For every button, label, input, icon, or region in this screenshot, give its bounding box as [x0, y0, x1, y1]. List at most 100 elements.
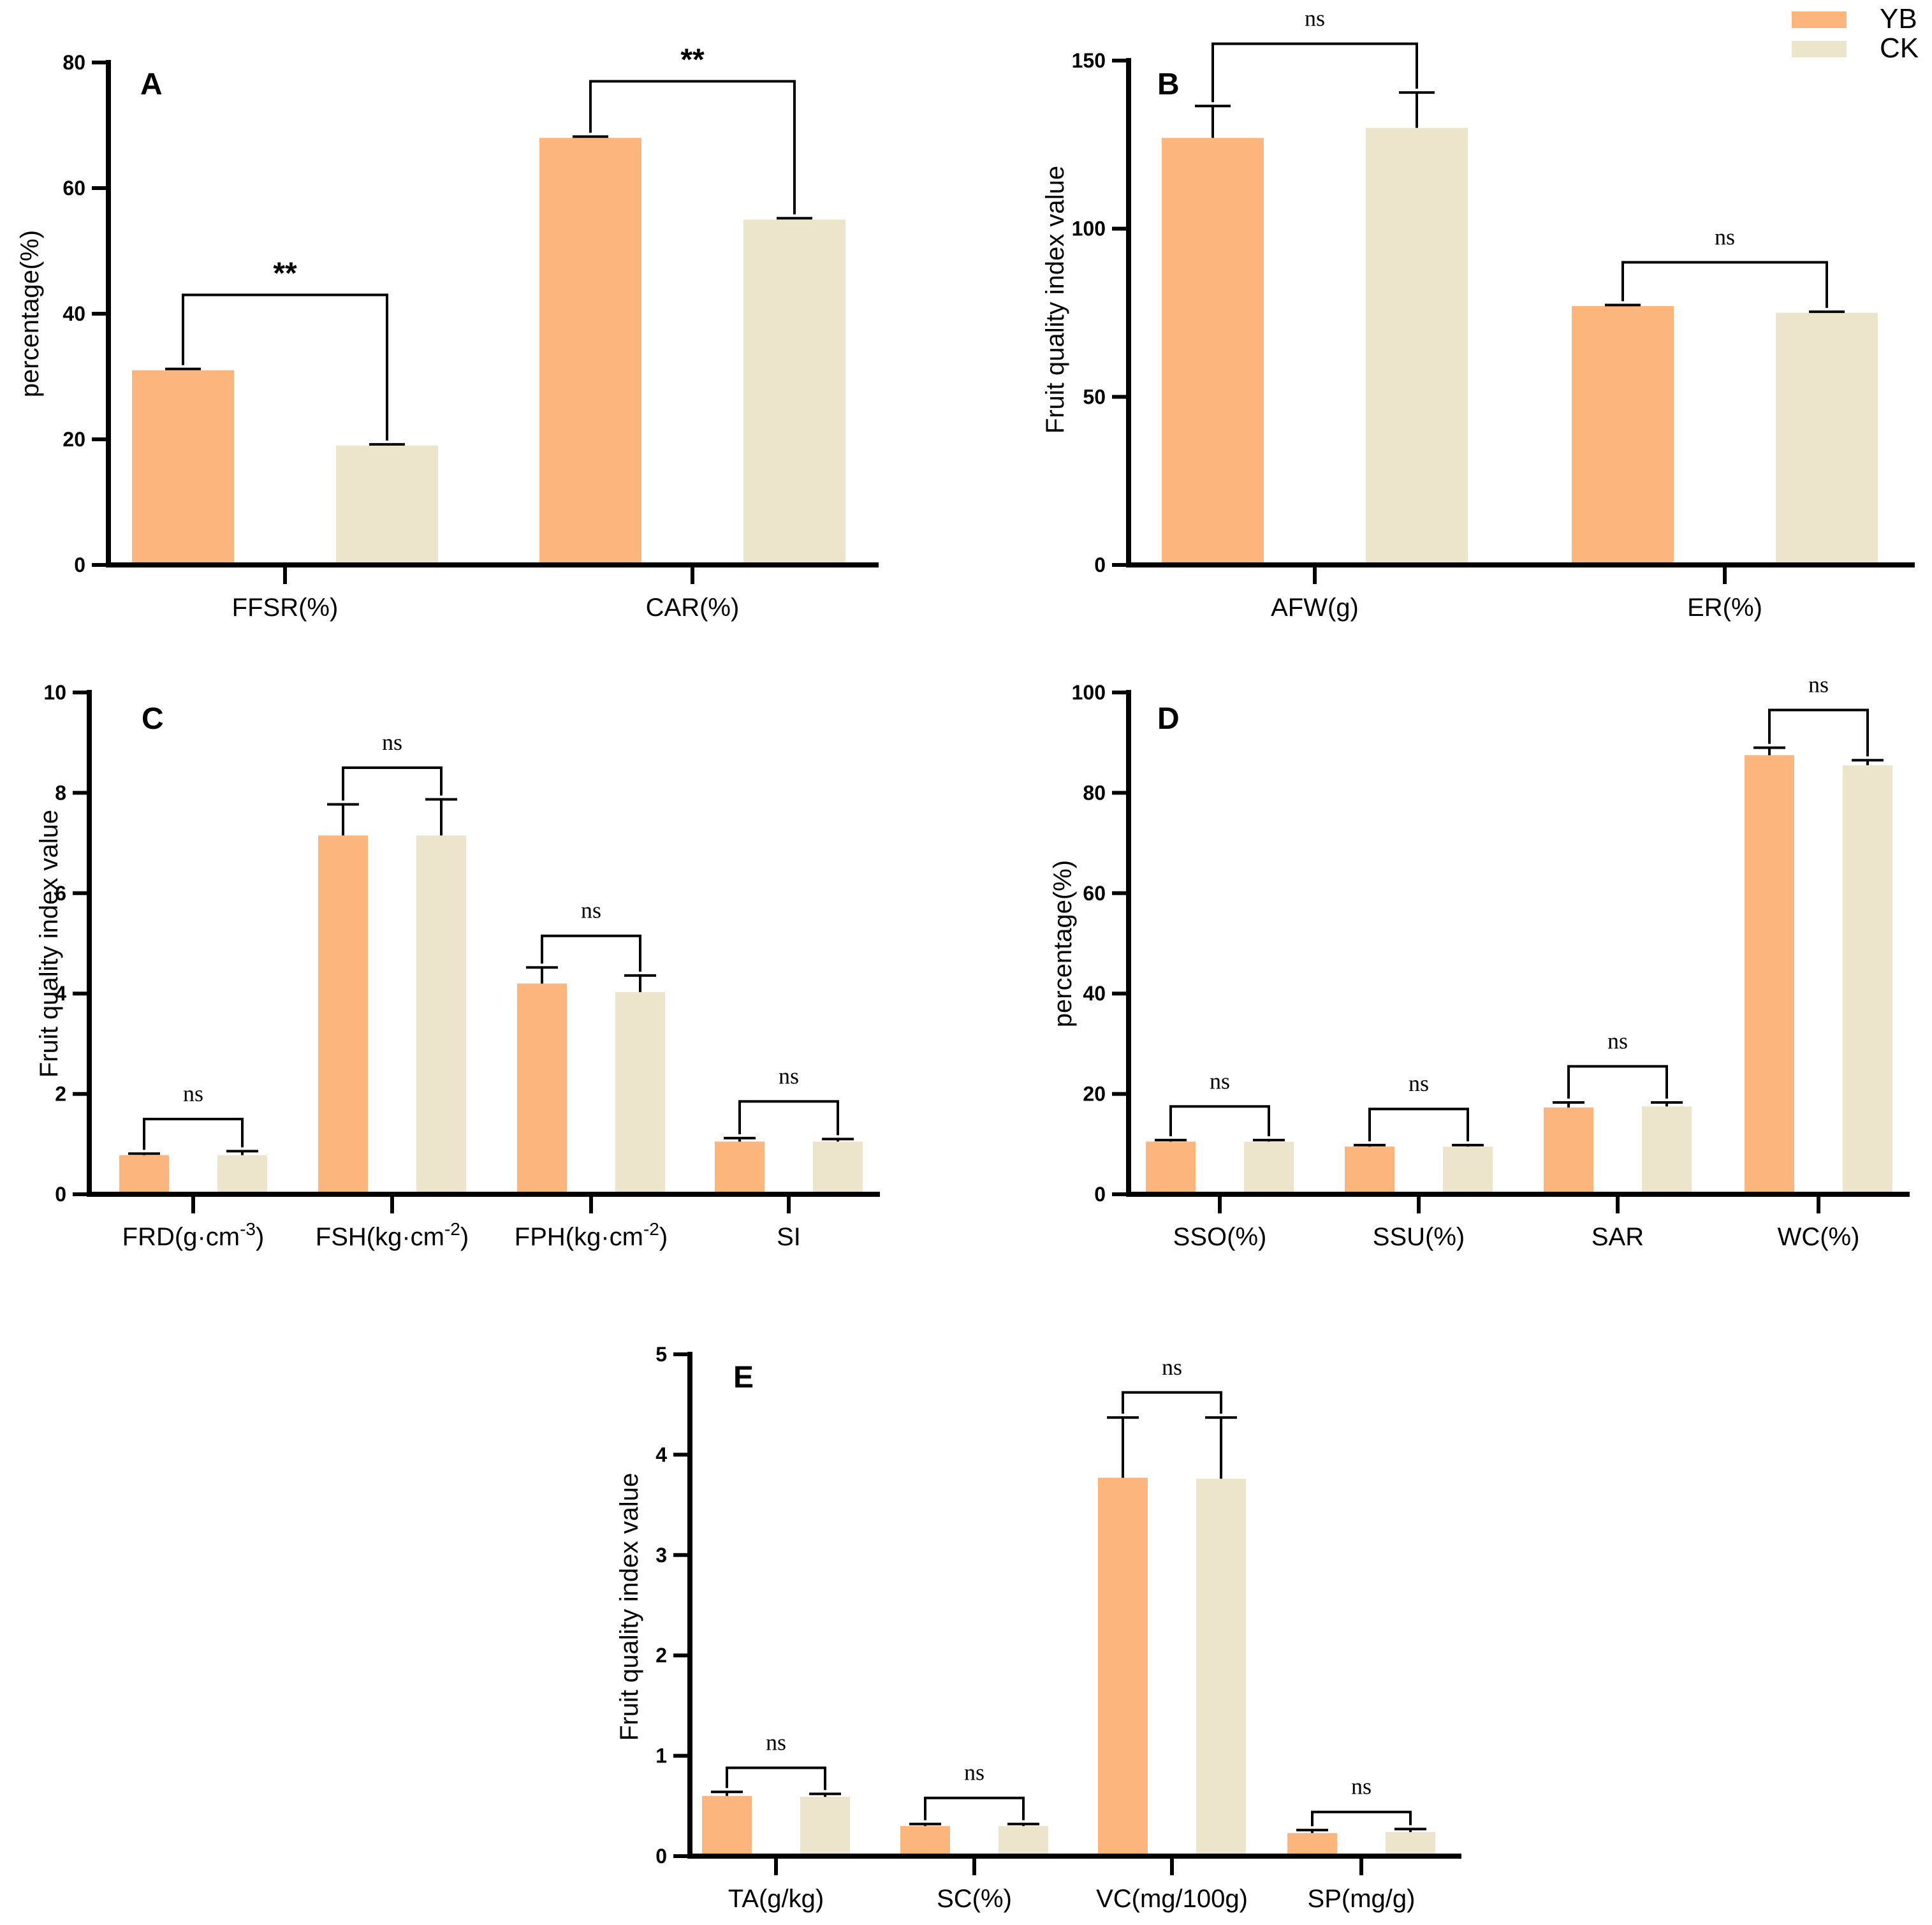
significance-label-D-3: ns [1808, 672, 1829, 698]
error-bar-C-CK-3 [822, 1138, 854, 1142]
y-tick-label-C-5: 10 [43, 681, 66, 704]
bar-C-YB-2 [517, 983, 567, 1194]
category-label-A-0: FFSR(%) [232, 594, 339, 622]
error-bar-A-YB-0 [165, 367, 201, 370]
error-bar-E-CK-2 [1205, 1416, 1237, 1479]
y-tick-label-B-2: 100 [1072, 217, 1106, 240]
significance-bracket-E-2 [1122, 1391, 1222, 1414]
error-bar-A-YB-1 [573, 135, 608, 138]
bar-B-CK-0 [1366, 128, 1468, 565]
panel-D: ns SSO(%) ns SSU(%) ns SAR ns WC(%) 0 20 40 60 80 100… [1049, 672, 1910, 1251]
y-tick-label-A-2: 40 [62, 302, 85, 325]
panel-C: ns FRD(g·cm-3) ns FSH(kg·cm-2) ns FPH(kg·cm-2… [35, 681, 880, 1251]
category-label-C-0: FRD(g·cm-3) [122, 1219, 265, 1251]
bar-A-YB-1 [539, 138, 641, 565]
y-tick-label-C-0: 0 [55, 1183, 66, 1206]
category-label-C-1: FSH(kg·cm-2) [316, 1219, 469, 1251]
significance-bracket-B-1 [1621, 261, 1828, 308]
error-bar-E-YB-1 [909, 1822, 941, 1826]
legend-swatch-yb [1792, 11, 1847, 28]
y-axis-label-E: Fruit quality index value [615, 1473, 643, 1741]
category-label-A-1: CAR(%) [646, 594, 740, 622]
y-tick-label-B-1: 50 [1083, 385, 1106, 408]
legend-swatch-ck [1792, 41, 1847, 57]
y-tick-label-D-0: 0 [1094, 1183, 1106, 1206]
bar-D-YB-1 [1345, 1146, 1394, 1194]
category-label-E-1: SC(%) [937, 1885, 1012, 1913]
y-tick-label-A-3: 60 [62, 177, 85, 200]
panel-label-C: C [142, 702, 164, 736]
significance-label-B-1: ns [1715, 224, 1735, 249]
significance-bracket-C-0 [143, 1117, 244, 1150]
bar-D-YB-0 [1146, 1141, 1196, 1194]
significance-bracket-D-0 [1169, 1105, 1270, 1136]
bar-C-YB-3 [715, 1141, 765, 1194]
y-tick-label-E-0: 0 [655, 1845, 667, 1868]
y-axis-label-D: percentage(%) [1049, 860, 1077, 1027]
error-bar-D-YB-3 [1753, 746, 1785, 756]
significance-bracket-D-1 [1368, 1108, 1469, 1141]
bar-C-YB-1 [318, 835, 368, 1194]
y-axis-label-A: percentage(%) [16, 230, 44, 397]
category-label-C-3: SI [777, 1223, 801, 1251]
bar-C-CK-0 [217, 1155, 267, 1194]
panel-label-D: D [1157, 702, 1180, 736]
significance-bracket-A-0 [182, 293, 388, 441]
error-bar-D-YB-0 [1155, 1139, 1187, 1142]
significance-label-C-3: ns [779, 1063, 799, 1088]
significance-label-C-1: ns [382, 729, 402, 755]
error-bar-E-YB-2 [1107, 1416, 1139, 1478]
bar-D-CK-2 [1642, 1106, 1692, 1194]
significance-bracket-C-1 [342, 766, 443, 801]
bar-E-YB-2 [1098, 1477, 1148, 1856]
significance-bracket-E-1 [924, 1796, 1025, 1820]
legend-label-ck: CK [1880, 33, 1919, 64]
error-bar-D-CK-0 [1253, 1139, 1285, 1142]
y-tick-label-E-4: 4 [655, 1443, 667, 1466]
bar-B-YB-0 [1162, 138, 1264, 565]
significance-label-C-0: ns [183, 1081, 203, 1106]
y-tick-label-D-3: 60 [1083, 882, 1106, 905]
error-bar-E-CK-0 [809, 1792, 841, 1797]
significance-bracket-C-3 [738, 1100, 839, 1136]
category-label-E-2: VC(mg/100g) [1096, 1885, 1248, 1913]
bar-D-CK-1 [1443, 1146, 1493, 1194]
error-bar-E-YB-0 [711, 1790, 743, 1796]
y-tick-label-A-1: 20 [62, 428, 85, 451]
category-label-E-3: SP(mg/g) [1308, 1885, 1416, 1913]
error-bar-C-YB-3 [724, 1136, 756, 1142]
category-label-D-1: SSU(%) [1373, 1223, 1465, 1251]
category-label-B-1: ER(%) [1687, 594, 1762, 622]
bar-B-YB-1 [1572, 305, 1674, 565]
panel-label-A: A [140, 68, 163, 101]
significance-bracket-D-2 [1567, 1065, 1668, 1099]
significance-label-E-1: ns [964, 1760, 984, 1785]
error-bar-C-YB-1 [327, 803, 359, 836]
axes-E [687, 1352, 1461, 1859]
y-tick-label-D-2: 40 [1083, 982, 1106, 1005]
panel-A: ** FFSR(%) ** CAR(%) 0 20 40 60 80 percentage(%) A [16, 43, 879, 622]
significance-bracket-D-3 [1768, 708, 1869, 757]
y-tick-label-C-2: 4 [55, 982, 66, 1005]
error-bar-C-CK-0 [226, 1150, 258, 1155]
bar-E-CK-2 [1196, 1479, 1246, 1856]
category-label-D-0: SSO(%) [1173, 1223, 1267, 1251]
bar-E-YB-3 [1287, 1833, 1337, 1856]
bar-A-CK-1 [743, 219, 845, 565]
legend-label-yb: YB [1880, 3, 1917, 34]
y-tick-label-E-5: 5 [655, 1343, 667, 1366]
bar-E-CK-0 [800, 1797, 850, 1856]
bar-E-CK-1 [999, 1826, 1048, 1856]
error-bar-D-CK-1 [1452, 1143, 1484, 1147]
significance-label-D-2: ns [1607, 1028, 1628, 1053]
error-bar-C-YB-0 [128, 1152, 160, 1155]
error-bar-D-YB-2 [1553, 1101, 1584, 1108]
error-bar-C-YB-2 [526, 966, 558, 984]
error-bar-E-CK-3 [1394, 1827, 1426, 1833]
error-bar-D-CK-3 [1852, 759, 1884, 766]
y-tick-label-C-1: 2 [55, 1083, 66, 1106]
significance-label-D-1: ns [1409, 1071, 1429, 1096]
error-bar-B-CK-0 [1399, 91, 1435, 128]
